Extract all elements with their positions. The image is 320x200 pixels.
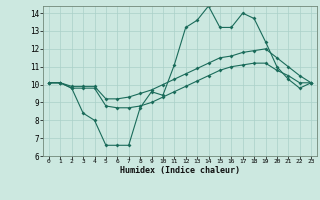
X-axis label: Humidex (Indice chaleur): Humidex (Indice chaleur)	[120, 166, 240, 175]
